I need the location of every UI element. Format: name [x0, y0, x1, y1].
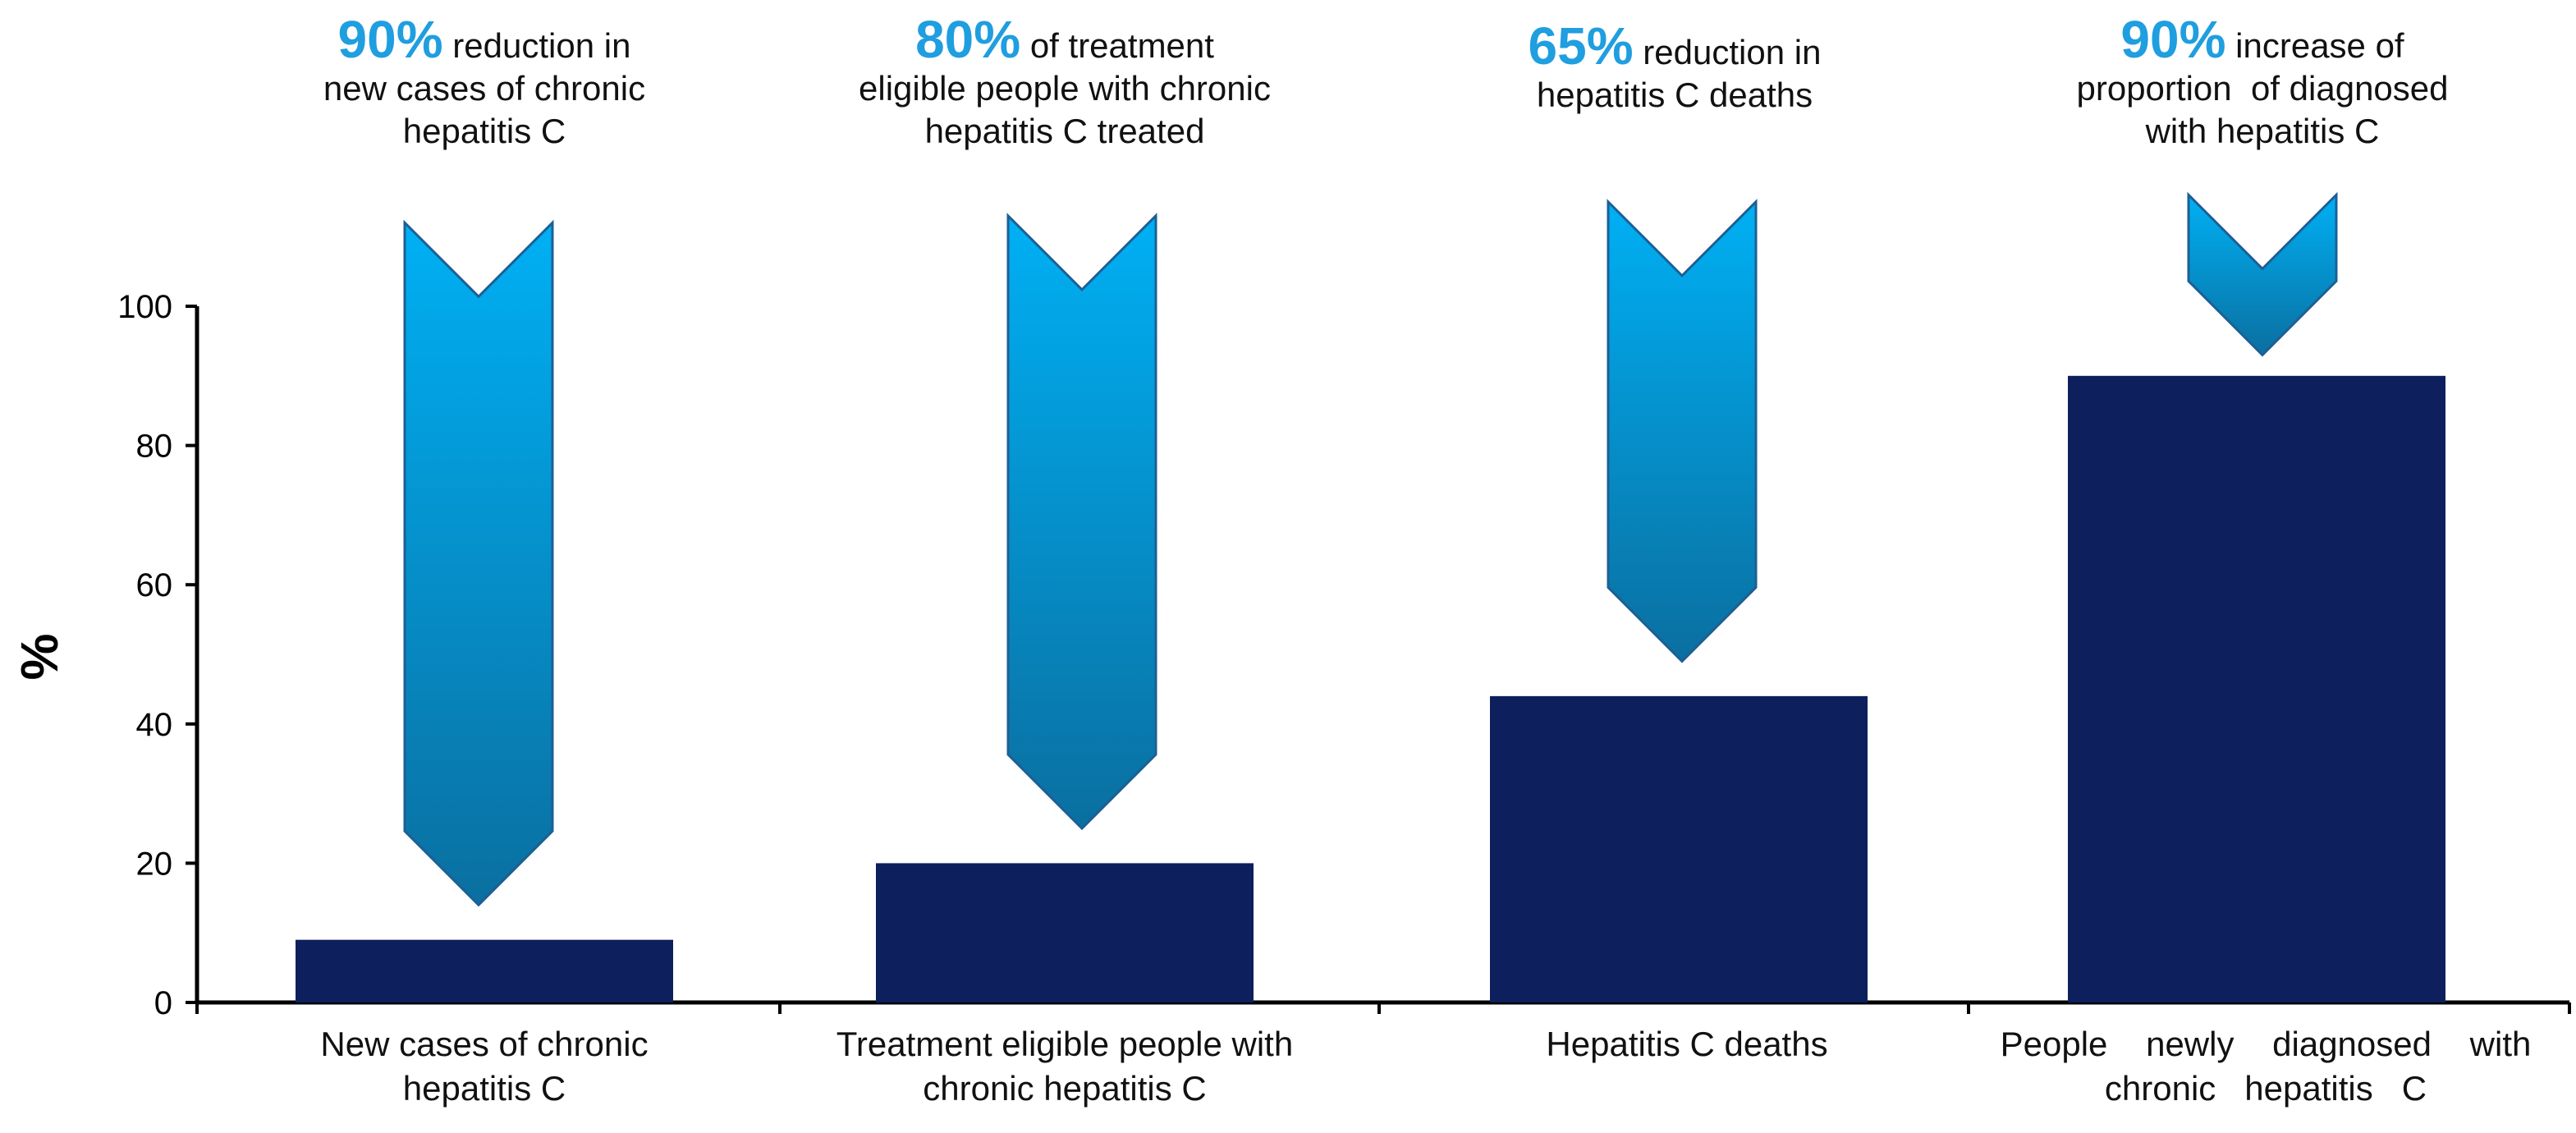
y-tick-label: 60 [136, 567, 173, 603]
bar-4 [2068, 375, 2445, 1002]
y-tick-label: 20 [136, 846, 173, 882]
bar-1 [296, 939, 673, 1002]
y-tick-label: 0 [154, 985, 172, 1021]
target-annotation-line: 90% reduction in [189, 13, 780, 67]
target-text: increase of [2225, 26, 2404, 65]
target-annotation-line: with hepatitis C [2145, 112, 2380, 150]
x-category-label-line: chronic hepatitis C [923, 1069, 1207, 1108]
x-category-label-line: People newly diagnosed with [2000, 1025, 2532, 1063]
bar-2 [876, 863, 1254, 1002]
target-annotation-line: hepatitis C [402, 112, 566, 150]
x-category-label-3: Hepatitis C deaths [1432, 1022, 1941, 1066]
target-annotation-line: new cases of chronic [323, 69, 646, 108]
bar-3 [1490, 695, 1868, 1002]
target-annotation-4: 90% increase of proportion of diagnosed wi… [1967, 13, 2558, 153]
target-text: of treatment [1020, 26, 1214, 65]
x-category-label-line: hepatitis C [402, 1069, 566, 1108]
x-category-label-4: People newly diagnosed with chronic hepat… [1978, 1022, 2553, 1111]
target-annotation-1: 90% reduction in new cases of chronic hepa… [189, 13, 780, 153]
target-percent: 90% [337, 10, 443, 69]
target-annotation-line: proportion of diagnosed [2076, 69, 2449, 108]
target-text: reduction in [442, 26, 631, 65]
x-category-label-line: Hepatitis C deaths [1546, 1025, 1828, 1063]
y-axis-label: % [10, 634, 69, 681]
target-annotation-line: hepatitis C treated [924, 112, 1205, 150]
x-category-label-line: New cases of chronic [320, 1025, 649, 1063]
target-arrow-4 [2187, 191, 2338, 357]
y-tick-label: 80 [136, 429, 173, 465]
target-annotation-line: 90% increase of [1967, 13, 2558, 67]
target-arrow-3 [1607, 199, 1758, 663]
y-tick-label: 100 [117, 289, 172, 325]
target-annotation-line: 80% of treatment [753, 13, 1377, 67]
x-category-label-line: chronic hepatitis C [2104, 1069, 2427, 1108]
target-annotation-line: 65% reduction in [1396, 20, 1954, 74]
target-percent: 65% [1528, 16, 1634, 76]
x-category-label-2: Treatment eligible people with chronic he… [786, 1022, 1344, 1111]
target-annotation-2: 80% of treatment eligible people with chr… [753, 13, 1377, 153]
target-percent: 80% [915, 10, 1021, 69]
target-arrow-2 [1006, 213, 1157, 831]
target-annotation-line: hepatitis C deaths [1536, 76, 1813, 114]
target-percent: 90% [2120, 10, 2226, 69]
target-arrow-1 [403, 219, 554, 907]
x-category-label-1: New cases of chronic hepatitis C [230, 1022, 739, 1111]
y-tick-label: 40 [136, 707, 173, 743]
target-annotation-line: eligible people with chronic [859, 69, 1271, 108]
x-category-label-line: Treatment eligible people with [836, 1025, 1294, 1063]
target-text: reduction in [1633, 33, 1822, 71]
target-annotation-3: 65% reduction in hepatitis C deaths [1396, 20, 1954, 117]
